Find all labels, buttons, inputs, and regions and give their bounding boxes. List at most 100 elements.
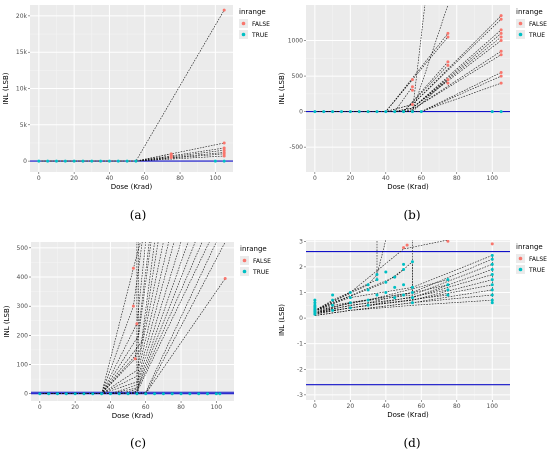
x-tick-label: 0 bbox=[313, 403, 317, 410]
y-tick-label: 500 bbox=[17, 245, 29, 252]
x-tick-label: 100 bbox=[487, 403, 499, 410]
data-point-true bbox=[410, 296, 414, 300]
data-point-true bbox=[339, 110, 343, 114]
data-point-true bbox=[402, 293, 406, 297]
data-point-true bbox=[116, 159, 120, 163]
dashed-series-line bbox=[314, 284, 448, 312]
data-point-true bbox=[90, 159, 94, 163]
caption-a: (a) bbox=[129, 208, 147, 222]
dashed-series-line bbox=[314, 54, 502, 112]
data-point-true bbox=[490, 293, 494, 297]
data-point-true bbox=[331, 110, 335, 114]
data-point-false bbox=[135, 322, 139, 326]
x-tick-label: 20 bbox=[347, 175, 355, 182]
data-point-false bbox=[499, 39, 503, 43]
data-point-true bbox=[410, 260, 414, 264]
data-point-false bbox=[490, 242, 494, 246]
y-tick-label: 400 bbox=[17, 274, 29, 281]
y-tick-label: -2 bbox=[297, 366, 303, 373]
data-point-true bbox=[375, 110, 379, 114]
data-point-true bbox=[410, 301, 414, 305]
plot-background bbox=[31, 242, 234, 401]
data-point-true bbox=[322, 110, 326, 114]
data-point-true bbox=[393, 296, 397, 300]
x-axis-label: Dose (Krad) bbox=[387, 183, 429, 191]
chart-d: 0 20 40 60 80 100 -3 -2 -1 0 1 2 3 Dose (Krad) INL (LS… bbox=[278, 238, 547, 419]
data-point-true bbox=[126, 392, 130, 396]
y-tick-label: 0 bbox=[299, 109, 303, 116]
data-point-true bbox=[375, 273, 379, 277]
y-tick-label: 20k bbox=[16, 13, 28, 20]
data-point-true bbox=[107, 159, 111, 163]
data-point-false bbox=[131, 266, 135, 270]
data-point-true bbox=[384, 110, 388, 114]
data-point-true bbox=[313, 310, 317, 314]
x-tick-label: 60 bbox=[417, 175, 425, 182]
x-tick-label: 80 bbox=[176, 175, 184, 182]
chart-a: 0 20 40 60 80 100 0 5k 10k 15k 20k Dose (Krad) INL (… bbox=[2, 5, 270, 191]
y-tick-label: 100 bbox=[17, 362, 29, 369]
dashed-series-line bbox=[39, 242, 210, 394]
data-point-false bbox=[499, 14, 503, 18]
data-point-true bbox=[490, 257, 494, 261]
data-point-true bbox=[499, 110, 503, 114]
data-point-false bbox=[169, 155, 173, 159]
data-point-false bbox=[222, 148, 226, 152]
data-point-true bbox=[393, 285, 397, 289]
data-point-true bbox=[64, 392, 68, 396]
dashed-series-line bbox=[314, 79, 449, 112]
data-point-true bbox=[63, 159, 67, 163]
data-point-true bbox=[410, 290, 414, 294]
x-tick-label: 0 bbox=[37, 175, 41, 182]
data-point-true bbox=[490, 110, 494, 114]
y-tick-label: 10k bbox=[16, 86, 28, 93]
x-tick-label: 0 bbox=[313, 175, 317, 182]
data-point-true bbox=[313, 305, 317, 309]
legend-key-point bbox=[241, 32, 246, 37]
y-tick-label: -3 bbox=[297, 392, 303, 399]
y-axis-label: INL (LSB) bbox=[3, 305, 11, 337]
data-point-true bbox=[384, 280, 388, 284]
chart-b: 0 20 40 60 80 100 -500 0 500 1000 Dose (Krad) INL (… bbox=[278, 5, 547, 191]
data-point-true bbox=[366, 110, 370, 114]
data-point-true bbox=[490, 283, 494, 287]
data-point-true bbox=[402, 283, 406, 287]
x-tick-label: 100 bbox=[487, 175, 499, 182]
x-tick-label: 40 bbox=[382, 403, 390, 410]
data-point-false bbox=[446, 60, 450, 64]
data-point-true bbox=[218, 392, 222, 396]
data-point-true bbox=[490, 253, 494, 257]
dashed-series-line bbox=[314, 261, 413, 311]
data-point-true bbox=[38, 392, 42, 396]
data-point-true bbox=[393, 110, 397, 114]
data-point-true bbox=[366, 298, 370, 302]
data-point-true bbox=[446, 293, 450, 297]
x-tick-label: 60 bbox=[141, 175, 149, 182]
data-point-false bbox=[499, 71, 503, 75]
data-point-true bbox=[55, 392, 59, 396]
legend-label: FALSE bbox=[529, 256, 547, 263]
plot-content bbox=[306, 5, 510, 114]
y-axis-label: INL (LSB) bbox=[278, 72, 286, 104]
data-point-false bbox=[223, 276, 227, 280]
dashed-series-line bbox=[314, 18, 502, 112]
data-point-false bbox=[222, 8, 226, 12]
data-point-true bbox=[490, 301, 494, 305]
legend-title: inrange bbox=[516, 8, 543, 16]
data-point-true bbox=[47, 392, 51, 396]
data-point-false bbox=[446, 240, 450, 243]
data-point-true bbox=[348, 110, 352, 114]
plot-background bbox=[306, 240, 510, 400]
data-point-true bbox=[375, 293, 379, 297]
x-tick-label: 60 bbox=[142, 404, 150, 411]
legend-label: FALSE bbox=[253, 258, 271, 265]
data-point-true bbox=[490, 267, 494, 271]
data-point-false bbox=[410, 102, 414, 106]
data-point-true bbox=[331, 298, 335, 302]
data-point-false bbox=[446, 35, 450, 39]
data-point-true bbox=[357, 110, 361, 114]
data-point-true bbox=[348, 290, 352, 294]
legend-title: inrange bbox=[239, 8, 266, 16]
dashed-series-line bbox=[314, 240, 387, 311]
y-tick-label: 15k bbox=[16, 49, 28, 56]
